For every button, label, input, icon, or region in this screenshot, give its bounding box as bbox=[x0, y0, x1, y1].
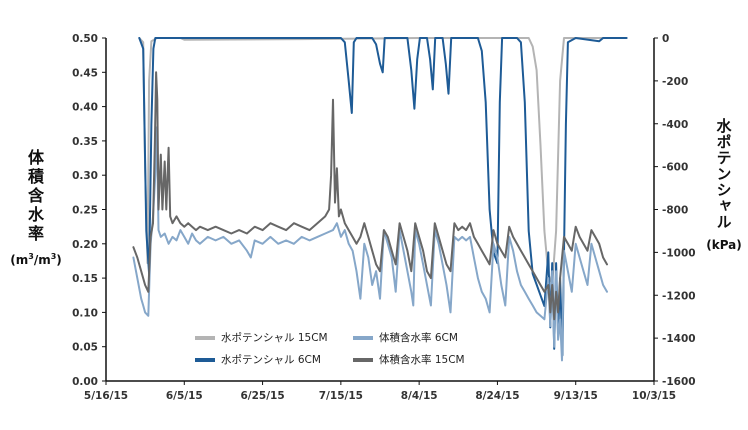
right-axis-unit: (kPa) bbox=[706, 238, 742, 252]
legend-label-wp15: 水ポテンシャル 15CM bbox=[221, 332, 328, 344]
x-tick-label: 7/15/15 bbox=[319, 390, 363, 402]
left-axis-unit: (m3/m3) bbox=[10, 252, 62, 267]
series-line-3 bbox=[132, 126, 608, 362]
left-axis-label-char: 積 bbox=[27, 167, 44, 186]
legend-item-wp6: 水ポテンシャル 6CM bbox=[195, 352, 321, 367]
left-tick-label: 0.45 bbox=[72, 67, 98, 79]
right-tick-label: -1200 bbox=[662, 290, 696, 302]
x-tick-label: 6/25/15 bbox=[240, 390, 284, 402]
left-tick-label: 0.35 bbox=[72, 136, 98, 148]
left-axis-label-char: 水 bbox=[27, 205, 44, 224]
left-tick-label: 0.00 bbox=[72, 376, 98, 388]
series-line-1 bbox=[138, 37, 628, 286]
x-tick-label: 6/5/15 bbox=[166, 390, 203, 402]
left-axis-label-char: 体 bbox=[27, 148, 44, 167]
legend: 水ポテンシャル 15CM 体積含水率 6CM 水ポテンシャル 6CM 体積含水率… bbox=[195, 328, 515, 370]
left-tick-label: 0.30 bbox=[72, 170, 98, 182]
left-axis-label-char: 含 bbox=[27, 186, 44, 205]
series-layer bbox=[132, 37, 628, 362]
x-tick-label: 10/3/15 bbox=[632, 390, 676, 402]
left-tick-label: 0.05 bbox=[72, 342, 98, 354]
legend-label-vwc15: 体積含水率 15CM bbox=[379, 354, 465, 366]
left-axis-label: 体 積 含 水 率 (m3/m3) bbox=[10, 148, 62, 270]
legend-swatch-vwc6 bbox=[353, 335, 373, 340]
x-tick-label: 9/13/15 bbox=[554, 390, 598, 402]
series-line-4 bbox=[132, 71, 608, 321]
left-tick-label: 0.10 bbox=[72, 307, 98, 319]
left-tick-label: 0.20 bbox=[72, 239, 98, 251]
right-tick-label: -1400 bbox=[662, 333, 696, 345]
right-tick-label: -200 bbox=[662, 76, 688, 88]
left-tick-label: 0.25 bbox=[72, 205, 98, 217]
legend-label-wp6: 水ポテンシャル 6CM bbox=[221, 354, 321, 366]
legend-item-vwc15: 体積含水率 15CM bbox=[353, 352, 465, 367]
right-tick-label: -800 bbox=[662, 205, 688, 217]
left-tick-label: 0.50 bbox=[72, 33, 98, 45]
x-tick-label: 8/4/15 bbox=[401, 390, 438, 402]
legend-swatch-vwc15 bbox=[353, 357, 373, 362]
legend-swatch-wp15 bbox=[195, 335, 215, 340]
right-tick-label: -1000 bbox=[662, 247, 696, 259]
right-tick-label: -400 bbox=[662, 119, 688, 131]
right-tick-label: -600 bbox=[662, 162, 688, 174]
right-tick-label: -1600 bbox=[662, 376, 696, 388]
legend-swatch-wp6 bbox=[195, 357, 215, 362]
x-tick-label: 5/16/15 bbox=[84, 390, 128, 402]
ticks-layer: 0.00 0.05 0.10 0.15 0.20 0.25 0.30 0.35 0.40 0.45… bbox=[72, 33, 696, 402]
right-tick-label: 0 bbox=[662, 33, 669, 45]
legend-label-vwc6: 体積含水率 6CM bbox=[379, 332, 458, 344]
legend-item-wp15: 水ポテンシャル 15CM bbox=[195, 330, 328, 345]
left-tick-label: 0.15 bbox=[72, 273, 98, 285]
left-axis-label-char: 率 bbox=[27, 224, 44, 243]
right-axis-label: 水ポテンシャル (kPa) bbox=[706, 118, 742, 252]
right-axis-label-text: 水ポテンシャル bbox=[714, 118, 733, 230]
x-tick-label: 8/24/15 bbox=[475, 390, 519, 402]
legend-item-vwc6: 体積含水率 6CM bbox=[353, 330, 458, 345]
left-tick-label: 0.40 bbox=[72, 102, 98, 114]
